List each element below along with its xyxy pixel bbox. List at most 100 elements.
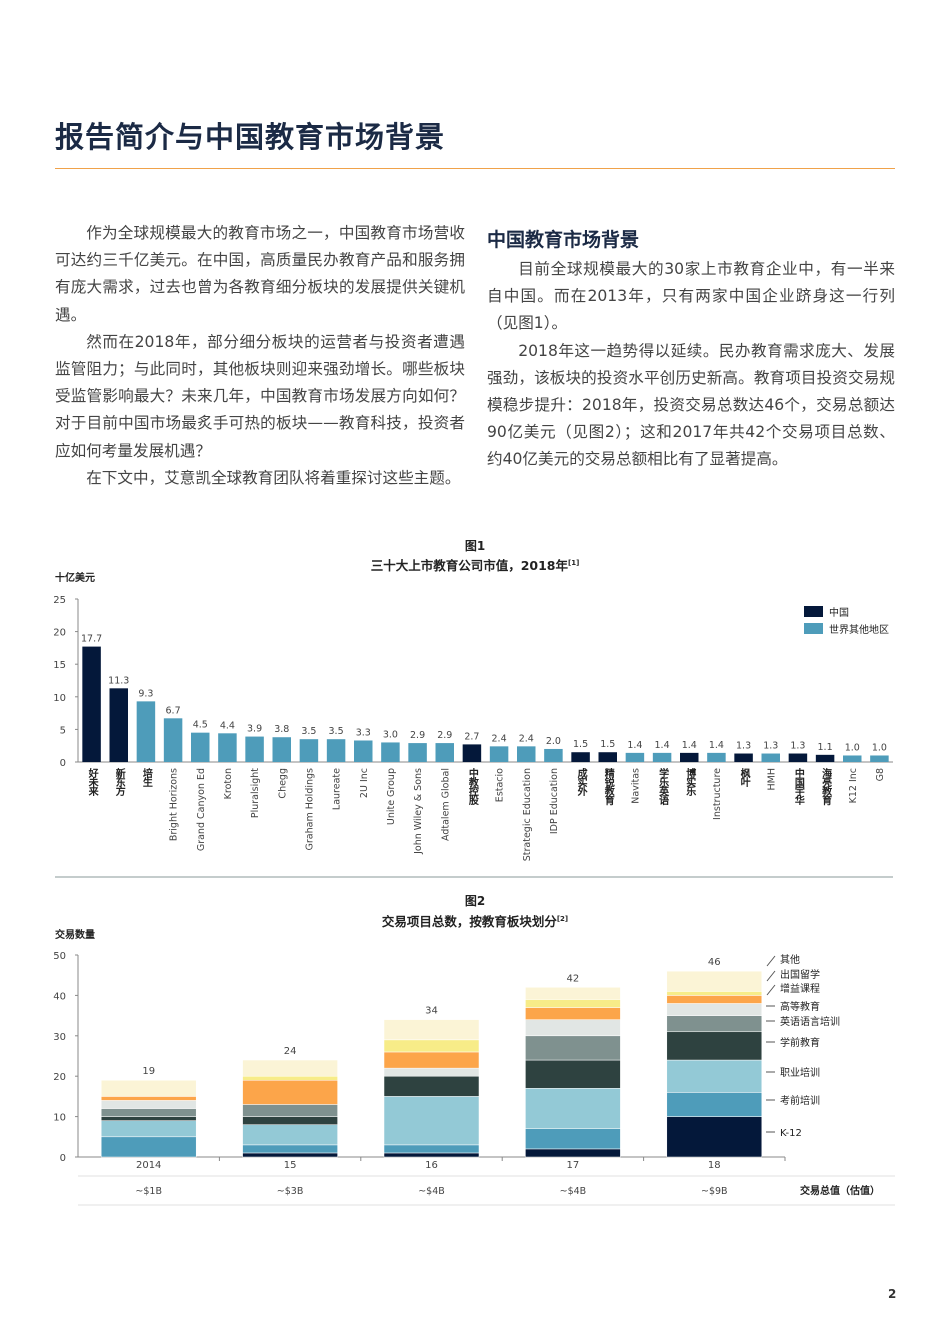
legend-leader	[766, 984, 776, 996]
bar-segment	[666, 1116, 763, 1158]
data-label: 2.4	[519, 733, 534, 744]
bar-segment	[242, 1124, 338, 1146]
y-tick-label: 0	[60, 1153, 66, 1164]
deal-value: ~$9B	[701, 1186, 728, 1197]
legend-label: 英语语言培训	[780, 1015, 840, 1028]
legend-label: 增益课程	[780, 982, 820, 995]
bar-segment	[383, 1096, 480, 1146]
bar	[109, 688, 128, 762]
bar-segment	[383, 1152, 480, 1158]
total-label: 19	[142, 1066, 155, 1077]
category-label: HMH	[766, 768, 777, 790]
bar-segment	[242, 1075, 338, 1081]
bar-segment	[525, 999, 621, 1008]
category-label: G8	[875, 768, 886, 781]
y-tick-label: 50	[53, 951, 66, 962]
bar-segment	[525, 1148, 621, 1158]
category-label: Bright Horizons	[169, 768, 180, 841]
bar	[435, 743, 454, 762]
figure-2-chart: 图2 交易项目总数，按教育板块划分[2] 交易数量 0 10 20 30 40 50 19 2014…	[53, 894, 895, 1206]
category-label: 2014	[136, 1160, 161, 1171]
bar	[707, 752, 726, 762]
bar-segment	[383, 1039, 480, 1053]
bar	[870, 755, 889, 762]
bar-segment	[100, 1120, 197, 1138]
deal-value: ~$3B	[277, 1186, 304, 1197]
bar-segment	[383, 1019, 480, 1041]
data-label: 17.7	[81, 634, 102, 645]
category-label: 18	[708, 1160, 721, 1171]
data-label: 2.7	[464, 731, 479, 742]
paragraph: 在下文中，艾意凯全球教育团队将着重探讨这些主题。	[86, 468, 461, 487]
bar-segment	[100, 1096, 197, 1101]
y-tick-label: 20	[53, 1072, 66, 1083]
data-label: 3.8	[274, 724, 289, 735]
deal-value: ~$4B	[560, 1186, 587, 1197]
category-label: 枫叶	[738, 767, 750, 788]
category-label: Unite Group	[386, 768, 397, 825]
category-label: Strategic Education	[522, 768, 533, 861]
bar-segment	[525, 1035, 621, 1061]
category-label: Instructure	[712, 768, 723, 820]
category-label: K12 Inc	[848, 768, 859, 803]
bar	[571, 752, 590, 762]
bar-segment	[525, 987, 621, 1000]
bar-segment	[100, 1079, 197, 1097]
figure-label: 图2	[465, 894, 485, 908]
category-label: 16	[425, 1160, 438, 1171]
category-label: 精锐教育	[602, 767, 615, 806]
data-label: 1.1	[818, 742, 833, 753]
category-label: 成实外	[575, 767, 588, 797]
paragraph: 2018年这一趋势得以延续。民办教育需求庞大、发展强劲，该板块的投资水平创历史新…	[487, 341, 895, 469]
bar	[843, 755, 862, 762]
intro-text: 作为全球规模最大的教育市场之一，中国教育市场营收可达约三千亿美元。在中国，高质量…	[55, 220, 465, 492]
data-label: 1.4	[709, 740, 724, 751]
bar	[680, 752, 699, 762]
title-divider	[55, 168, 895, 169]
category-label: Navitas	[630, 768, 641, 804]
bar	[191, 732, 210, 762]
legend-label: K-12	[780, 1128, 802, 1139]
bar-segment	[525, 1019, 621, 1037]
bar	[788, 753, 808, 762]
bar-segment	[383, 1067, 480, 1077]
figure-label: 图1	[465, 539, 485, 553]
category-label: 2U Inc	[359, 768, 370, 798]
category-label: IDP Education	[549, 768, 560, 834]
legend-label: 考前培训	[780, 1094, 820, 1107]
bar-segment	[100, 1100, 197, 1109]
background-text: 目前全球规模最大的30家上市教育企业中，有一半来自中国。而在2013年，只有两家…	[487, 256, 895, 474]
bar-segment	[242, 1079, 338, 1105]
data-label: 4.4	[220, 720, 235, 731]
bar	[517, 746, 536, 762]
bar	[136, 701, 156, 762]
legend-label: 中国	[829, 606, 849, 619]
bar	[815, 754, 835, 762]
data-label: 11.3	[108, 675, 129, 686]
y-tick-label: 10	[53, 693, 66, 704]
page-number: 2	[888, 1287, 897, 1301]
bar-segment	[525, 1088, 621, 1129]
data-label: 3.5	[329, 726, 344, 737]
total-label: 34	[425, 1006, 438, 1017]
bar	[734, 753, 753, 762]
section-heading: 中国教育市场背景	[487, 229, 640, 251]
legend-swatch	[804, 606, 823, 617]
bar	[381, 742, 400, 762]
data-label: 1.5	[600, 739, 615, 750]
bar	[299, 739, 319, 762]
bar-segment	[666, 991, 763, 996]
category-label: Kroton	[223, 768, 234, 799]
data-label: 1.4	[655, 740, 670, 751]
y-tick-label: 15	[53, 660, 66, 671]
legend-swatch	[804, 623, 823, 634]
bar-segment	[666, 1092, 763, 1117]
category-label: Laureate	[332, 768, 343, 810]
total-label: 42	[567, 973, 580, 984]
data-label: 3.3	[356, 727, 371, 738]
legend-label: 世界其他地区	[829, 623, 889, 636]
data-label: 1.0	[845, 742, 860, 753]
data-label: 1.4	[682, 740, 697, 751]
bar-segment	[666, 995, 763, 1004]
bar	[761, 753, 780, 762]
